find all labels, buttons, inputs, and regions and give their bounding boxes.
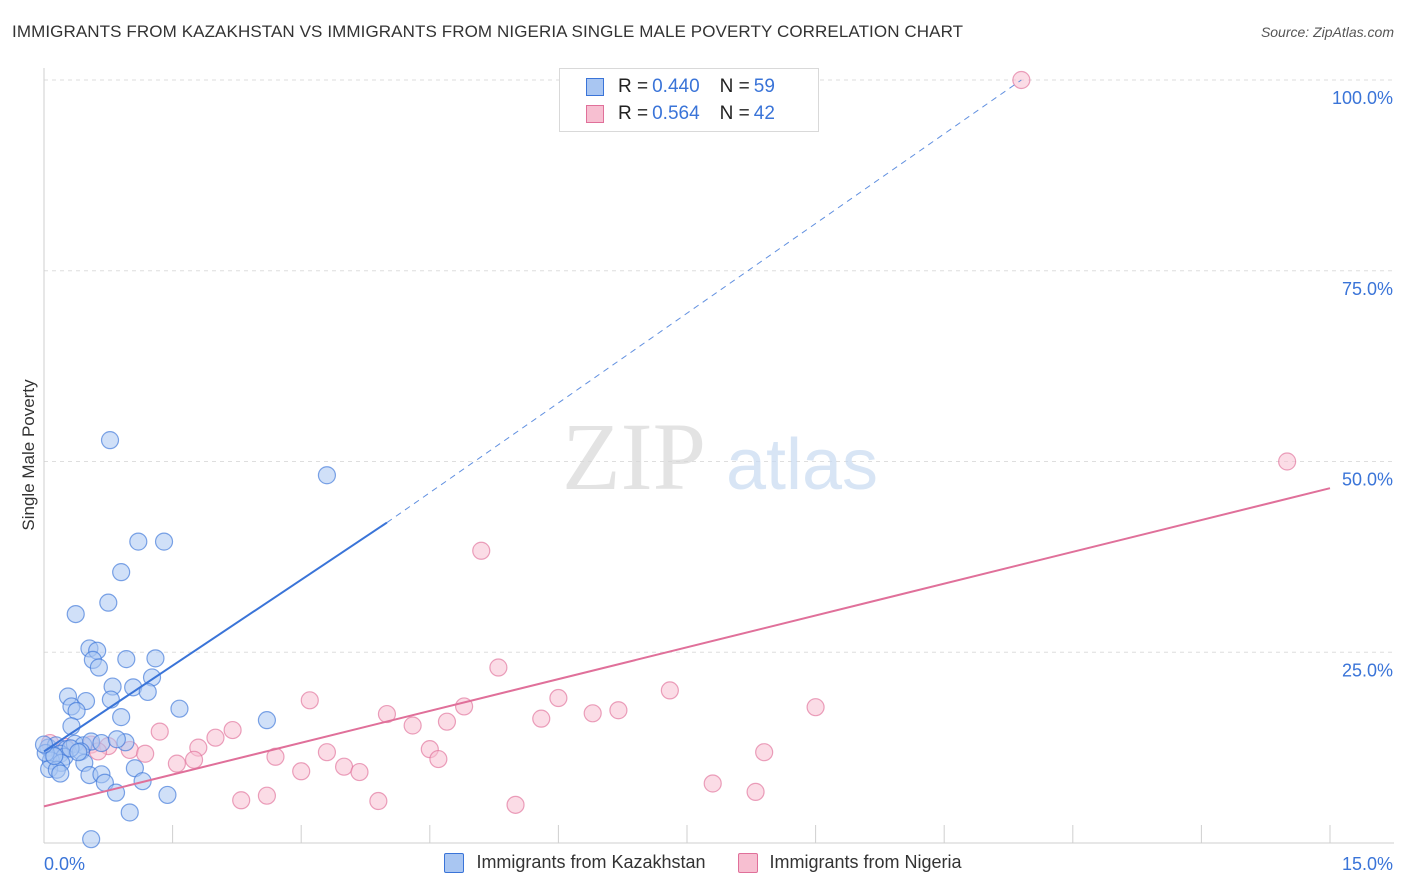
legend-r-label: R = [618, 103, 649, 124]
x-tick-label: 0.0% [44, 854, 85, 874]
y-tick-label: 50.0% [1342, 470, 1393, 490]
nigeria-point [806, 698, 825, 717]
kazakhstan-point [117, 650, 136, 669]
watermark: ZIP atlas [562, 403, 878, 510]
kazakhstan-point [66, 604, 85, 624]
nigeria-point [257, 786, 277, 805]
legend-row-nigeria: R = 0.564 N = 42 [586, 102, 775, 126]
kazakhstan-point [51, 764, 70, 783]
nigeria-point [489, 658, 508, 677]
nigeria-point [506, 795, 525, 814]
nigeria-point [755, 743, 774, 762]
legend-r-value: 0.440 [652, 76, 700, 97]
correlation-legend: R = 0.440 N = 59 R = 0.564 N = 42 [559, 68, 819, 132]
nigeria-point [167, 754, 186, 773]
nigeria-point [437, 712, 457, 731]
kazakhstan-point [317, 466, 337, 485]
nigeria-point [1278, 452, 1297, 471]
legend-swatch-nigeria [586, 105, 604, 123]
kazakhstan-trend-extension [386, 79, 1022, 523]
y-axis-label: Single Male Poverty [19, 379, 38, 531]
kazakhstan-point [112, 708, 131, 727]
nigeria-point [429, 749, 448, 769]
x-tick-label: 15.0% [1342, 854, 1393, 874]
kazakhstan-point [89, 658, 108, 677]
trend-lines [43, 79, 1331, 808]
legend-n-value: 42 [753, 103, 775, 124]
legend-swatch-kazakhstan [586, 78, 604, 96]
kazakhstan-point [170, 699, 189, 718]
nigeria-point [350, 762, 369, 782]
grid-lines [44, 79, 1394, 653]
kazakhstan-point [101, 690, 120, 709]
source-label: Source: ZipAtlas.com [1260, 24, 1394, 40]
series-legend: Immigrants from Kazakhstan Immigrants fr… [0, 852, 1406, 873]
kazakhstan-point [158, 785, 177, 805]
nigeria-point [583, 704, 602, 723]
kazakhstan-point [112, 563, 131, 582]
kazakhstan-point [67, 701, 86, 721]
nigeria-trend-line [43, 487, 1331, 808]
kazakhstan-point [129, 532, 148, 551]
kazakhstan-point [45, 746, 64, 766]
legend-swatch-kazakhstan [444, 852, 465, 873]
nigeria-point [223, 720, 242, 740]
nigeria-point [609, 701, 628, 720]
kazakhstan-trend-line [43, 521, 388, 753]
nigeria-point [184, 750, 204, 769]
kazakhstan-point [257, 711, 277, 730]
nigeria-point [403, 716, 422, 735]
nigeria-point [746, 782, 765, 801]
kazakhstan-point [99, 593, 118, 612]
watermark-atlas: atlas [726, 425, 878, 505]
legend-n-label: N = [719, 76, 750, 97]
nigeria-point [292, 762, 311, 781]
kazakhstan-point [100, 431, 120, 450]
chart-title: IMMIGRANTS FROM KAZAKHSTAN VS IMMIGRANTS… [12, 22, 964, 41]
axes [43, 68, 1394, 844]
legend-row-kazakhstan: R = 0.440 N = 59 [586, 75, 775, 99]
kazakhstan-point [138, 682, 157, 702]
nigeria-point [232, 791, 251, 810]
nigeria-point [206, 728, 225, 747]
y-tick-label: 75.0% [1342, 279, 1393, 299]
kazakhstan-point [107, 730, 126, 749]
nigeria-point [369, 791, 388, 811]
nigeria-point [703, 774, 722, 793]
kazakhstan-point [92, 733, 111, 753]
y-tick-label: 25.0% [1342, 660, 1393, 680]
kazakhstan-point [120, 803, 139, 822]
nigeria-point [334, 757, 354, 776]
y-tick-label: 100.0% [1332, 88, 1393, 108]
nigeria-point [136, 744, 155, 763]
legend-item-nigeria: Immigrants from Nigeria [737, 852, 962, 873]
legend-swatch-nigeria [737, 852, 758, 873]
nigeria-point [472, 541, 491, 560]
kazakhstan-point [146, 649, 165, 668]
kazakhstan-points [34, 431, 337, 849]
nigeria-point [300, 691, 319, 710]
kazakhstan-point [154, 532, 174, 551]
nigeria-point [150, 722, 169, 741]
legend-r-value: 0.564 [652, 103, 700, 124]
legend-item-kazakhstan: Immigrants from Kazakhstan [444, 852, 706, 873]
nigeria-point [317, 743, 337, 762]
kazakhstan-point [82, 830, 101, 849]
nigeria-point [532, 709, 551, 728]
tick-labels: 25.0% 50.0% 75.0% 100.0% 0.0% 15.0% [44, 88, 1393, 874]
legend-label-nigeria: Immigrants from Nigeria [769, 852, 962, 872]
legend-n-value: 59 [753, 76, 775, 97]
watermark-zip: ZIP [562, 403, 706, 510]
legend-n-label: N = [719, 103, 750, 124]
kazakhstan-point [69, 743, 88, 762]
legend-r-label: R = [618, 76, 649, 97]
legend-label-kazakhstan: Immigrants from Kazakhstan [476, 852, 706, 872]
nigeria-point [549, 688, 568, 708]
nigeria-point [660, 681, 679, 700]
